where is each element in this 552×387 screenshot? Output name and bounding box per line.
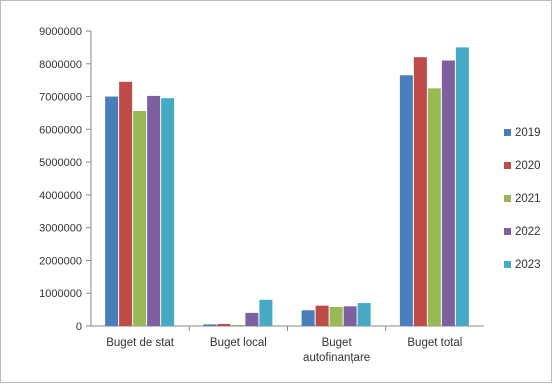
bar-2022-0	[147, 95, 161, 327]
legend-label-2021: 2021	[515, 193, 541, 205]
bar-2021-1	[231, 325, 245, 326]
y-tick-label: 8000000	[39, 59, 82, 71]
bar-2023-3	[455, 47, 469, 327]
legend-label-2020: 2020	[515, 160, 541, 172]
x-tick-label: Buget de stat	[106, 337, 175, 349]
legend-label-2019: 2019	[515, 127, 541, 139]
bar-2022-3	[441, 60, 455, 326]
x-tick-label-line: Buget	[322, 337, 353, 349]
y-tick-label: 3000000	[39, 223, 82, 235]
y-tick-label: 4000000	[39, 190, 82, 202]
bar-2020-1	[217, 324, 231, 326]
x-tick-label-line: Buget total	[407, 337, 462, 349]
x-tick-label: Buget local	[210, 337, 267, 349]
x-tick-label-line: Buget de stat	[106, 337, 175, 349]
y-tick-label: 7000000	[39, 92, 82, 104]
y-tick-label: 1000000	[39, 288, 82, 300]
y-tick-label: 5000000	[39, 157, 82, 169]
x-tick-label: Buget total	[407, 337, 462, 349]
bar-2020-0	[119, 81, 133, 326]
legend-swatch-2020	[504, 162, 511, 169]
y-tick-label: 2000000	[39, 255, 82, 267]
bar-2023-1	[259, 299, 273, 326]
bar-2022-2	[343, 306, 357, 326]
bar-2023-2	[357, 303, 371, 326]
bar-2023-0	[161, 98, 175, 326]
x-tick-label: Buget autofinanțare	[303, 337, 370, 364]
bar-2019-0	[105, 96, 119, 326]
legend-swatch-2021	[504, 195, 511, 202]
bar-2019-2	[301, 310, 315, 326]
bar-2022-1	[245, 312, 259, 326]
y-tick-label: 6000000	[39, 124, 82, 136]
x-tick-label-line: Buget local	[210, 337, 267, 349]
bar-2020-3	[413, 57, 427, 326]
legend-swatch-2022	[504, 228, 511, 235]
legend-label-2023: 2023	[515, 259, 541, 271]
bar-2020-2	[315, 305, 329, 326]
legend-swatch-2019	[504, 129, 511, 136]
bar-2021-0	[133, 110, 147, 326]
bar-2019-1	[203, 324, 217, 326]
y-tick-label: 9000000	[39, 26, 82, 38]
legend-label-2022: 2022	[515, 226, 541, 238]
y-tick-label: 0	[76, 321, 82, 333]
legend-swatch-2023	[504, 261, 511, 268]
bar-2021-2	[329, 306, 343, 326]
bar-2021-3	[427, 88, 441, 326]
x-tick-label-line: autofinanțare	[303, 352, 370, 364]
bar-2019-3	[399, 75, 413, 326]
